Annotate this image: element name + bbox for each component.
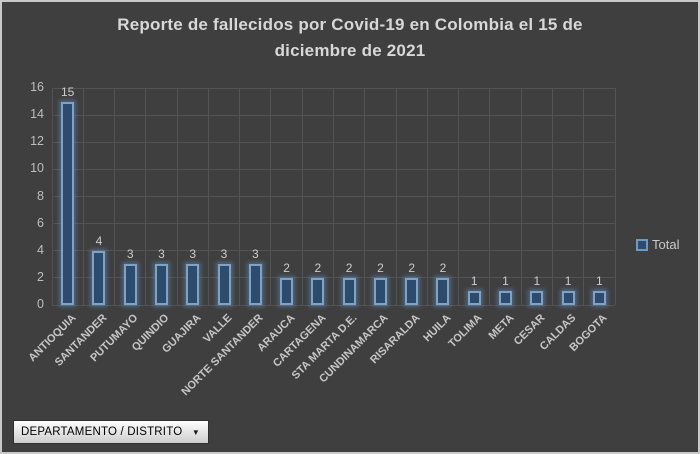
bar-value-label: 2 <box>408 260 416 275</box>
gridline-vertical <box>583 88 585 305</box>
bar-value-label: 3 <box>220 247 228 262</box>
bar-value-label: 2 <box>314 260 322 275</box>
dropdown-arrow-icon: ▼ <box>191 427 200 437</box>
bar-value-label: 3 <box>251 247 259 262</box>
gridline-vertical <box>551 88 553 305</box>
bar <box>61 101 75 305</box>
legend-series-marker-icon <box>636 238 648 251</box>
bar <box>342 277 356 305</box>
gridline-vertical <box>458 88 460 305</box>
y-axis-tick-label: 6 <box>37 215 44 230</box>
gridline-vertical <box>489 88 491 305</box>
bar-value-label: 3 <box>189 247 197 262</box>
plot-area: 15 4 3 3 3 3 3 2 2 2 2 2 2 1 1 1 1 1 <box>51 84 616 306</box>
pivot-field-button-label: DEPARTAMENTO / DISTRITO <box>21 426 183 438</box>
y-axis-tick-label: 14 <box>30 107 44 122</box>
bar <box>405 277 419 305</box>
bar-value-label: 3 <box>126 247 134 262</box>
bar <box>530 291 544 305</box>
bar <box>123 264 137 305</box>
gridline-vertical <box>114 88 116 305</box>
bar-value-label: 1 <box>564 274 572 289</box>
pivot-field-button-departamento-distrito[interactable]: DEPARTAMENTO / DISTRITO ▼ <box>13 420 209 444</box>
y-axis-tick-label: 12 <box>30 134 44 149</box>
gridline-vertical <box>239 88 241 305</box>
bar-value-label: 1 <box>533 274 541 289</box>
gridline-vertical <box>145 88 147 305</box>
bar-value-label: 2 <box>345 260 353 275</box>
bar <box>499 291 513 305</box>
gridline-vertical <box>176 88 178 305</box>
gridline-vertical <box>614 88 616 305</box>
bar-value-label: 2 <box>377 260 384 275</box>
y-axis-tick-label: 8 <box>37 188 44 203</box>
gridline-horizontal <box>52 304 615 306</box>
bar-value-label: 2 <box>283 260 290 275</box>
gridline-vertical <box>520 88 522 305</box>
bar <box>154 264 168 305</box>
gridline-vertical <box>395 88 397 305</box>
gridline-vertical <box>301 88 303 305</box>
y-axis-tick-label: 4 <box>37 242 44 257</box>
bar-value-label: 1 <box>470 274 478 289</box>
gridline-vertical <box>270 88 272 305</box>
bar <box>311 277 325 305</box>
y-axis-tick-label: 0 <box>37 297 44 311</box>
bar <box>592 291 606 305</box>
chart-title: Reporte de fallecidos por Covid-19 en Co… <box>2 12 698 65</box>
bar-value-label: 15 <box>60 84 75 99</box>
gridline-vertical <box>207 88 209 305</box>
bar <box>373 277 387 305</box>
bar-value-label: 1 <box>596 274 603 289</box>
gridline-vertical <box>82 88 84 305</box>
bar <box>186 264 200 305</box>
chart-title-line-1: Reporte de fallecidos por Covid-19 en Co… <box>117 15 583 34</box>
gridline-vertical <box>426 88 428 305</box>
gridline-vertical <box>51 88 53 305</box>
y-axis-tick-label: 10 <box>30 161 44 176</box>
bar <box>280 277 294 305</box>
bar-value-label: 3 <box>158 247 165 262</box>
y-axis-tick-label: 2 <box>37 269 44 284</box>
chart-title-line-2: diciembre de 2021 <box>274 41 426 61</box>
bar-value-label: 1 <box>502 274 509 289</box>
y-axis-tick-label: 16 <box>30 80 44 94</box>
bar-value-label: 2 <box>439 260 447 275</box>
gridline-vertical <box>333 88 334 305</box>
gridline-vertical <box>364 88 366 305</box>
bar <box>561 291 575 305</box>
bar <box>467 291 481 305</box>
bar <box>92 250 106 305</box>
bar <box>217 264 231 305</box>
bar <box>248 264 262 305</box>
bar <box>436 277 450 305</box>
legend: Total <box>636 237 679 252</box>
bar-value-label: 4 <box>95 233 103 248</box>
legend-label: Total <box>652 237 680 252</box>
